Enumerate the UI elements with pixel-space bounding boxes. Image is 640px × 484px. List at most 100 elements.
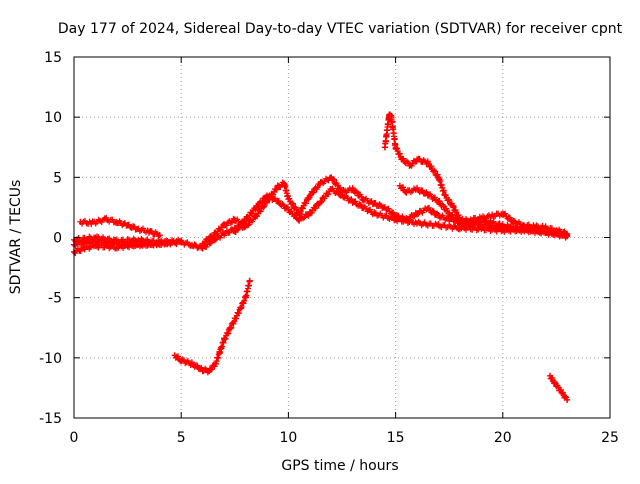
data-point — [124, 222, 131, 229]
data-point — [246, 277, 253, 284]
data-point — [388, 114, 395, 121]
data-point — [242, 216, 249, 223]
data-points — [71, 111, 571, 403]
data-point — [317, 198, 324, 205]
data-point — [546, 372, 553, 379]
x-axis-label: GPS time / hours — [281, 458, 398, 474]
data-point — [216, 348, 223, 355]
data-point — [424, 159, 431, 166]
data-point — [489, 212, 496, 219]
data-point — [360, 195, 367, 202]
y-tick-label: -15 — [39, 411, 62, 427]
data-point — [242, 294, 249, 301]
series-track-8 — [396, 182, 528, 234]
data-point — [381, 144, 388, 151]
data-point — [435, 212, 442, 219]
data-point — [306, 192, 313, 199]
data-point — [231, 216, 238, 223]
data-point — [456, 220, 463, 227]
data-point — [441, 192, 448, 199]
tick-labels: 0 5 10 15 20 25 -15 -10 -5 0 5 10 15 — [39, 50, 619, 446]
data-point — [178, 238, 185, 245]
data-point — [227, 324, 234, 331]
y-axis-label: SDTVAR / TECUs — [8, 180, 24, 295]
data-point — [371, 210, 378, 217]
x-tick-label: 0 — [70, 430, 79, 446]
data-point — [510, 218, 517, 225]
data-point — [221, 222, 228, 229]
data-point — [77, 218, 84, 225]
data-point — [521, 227, 528, 234]
data-point — [446, 210, 453, 217]
data-point — [296, 216, 303, 223]
x-tick-label: 15 — [387, 430, 405, 446]
data-point — [328, 186, 335, 193]
data-point — [349, 198, 356, 205]
data-point — [306, 210, 313, 217]
x-tick-label: 5 — [177, 430, 186, 446]
data-point — [414, 156, 421, 163]
data-point — [435, 174, 442, 181]
x-tick-label: 25 — [601, 430, 619, 446]
data-point — [274, 183, 281, 190]
data-point — [435, 198, 442, 205]
data-point — [81, 245, 88, 252]
data-point — [339, 192, 345, 199]
data-point — [167, 239, 174, 246]
data-point — [135, 226, 142, 233]
data-point — [296, 210, 303, 217]
data-point — [510, 224, 517, 231]
data-point — [221, 336, 228, 343]
data-point — [113, 238, 120, 245]
data-point — [467, 222, 474, 229]
data-point — [253, 212, 260, 219]
data-point — [199, 366, 206, 373]
y-tick-label: 10 — [44, 110, 62, 126]
data-point — [253, 204, 260, 211]
data-point — [381, 204, 388, 211]
data-point — [450, 204, 457, 211]
y-tick-label: -10 — [39, 351, 62, 367]
data-point — [210, 232, 217, 239]
data-point — [499, 222, 506, 229]
y-tick-label: -5 — [48, 291, 62, 307]
axis-ticks — [73, 56, 611, 419]
data-point — [233, 312, 240, 319]
y-tick-label: 0 — [53, 231, 62, 247]
data-point — [178, 357, 185, 364]
data-point — [88, 220, 95, 227]
data-point — [135, 241, 142, 248]
data-point — [564, 396, 571, 403]
data-point — [414, 186, 421, 193]
data-point — [478, 217, 485, 224]
data-point — [188, 360, 195, 367]
y-tick-label: 15 — [44, 50, 62, 66]
data-point — [274, 198, 281, 205]
data-point — [489, 220, 496, 227]
data-point — [281, 180, 288, 187]
data-point — [113, 218, 120, 225]
data-point — [103, 216, 110, 223]
data-point — [231, 228, 238, 235]
data-point — [349, 186, 356, 193]
series-track-3 — [77, 214, 163, 240]
data-point — [113, 244, 120, 251]
data-point — [399, 156, 406, 163]
data-point — [206, 368, 213, 375]
data-point — [92, 242, 99, 249]
series-track-4 — [71, 238, 174, 257]
data-point — [371, 200, 378, 207]
data-point — [559, 390, 566, 397]
data-point — [446, 216, 453, 223]
data-point — [542, 228, 549, 235]
data-point — [146, 228, 153, 235]
x-tick-label: 10 — [279, 430, 297, 446]
series-track-10 — [546, 372, 571, 403]
data-point — [317, 180, 324, 187]
data-point — [414, 220, 421, 227]
data-point — [403, 188, 410, 195]
data-point — [92, 234, 99, 241]
data-point — [212, 360, 219, 367]
